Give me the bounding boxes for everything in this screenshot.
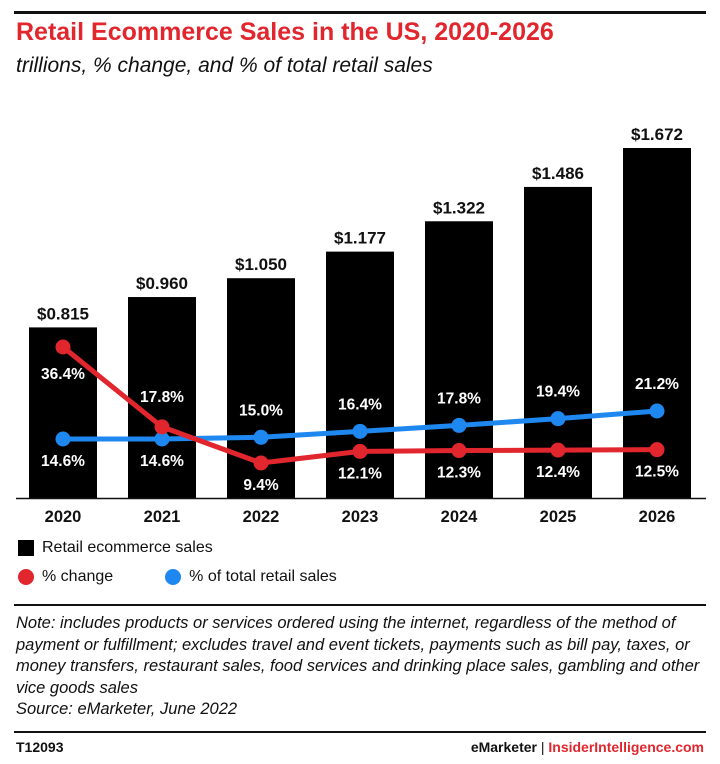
- change-point-2024: [451, 443, 467, 459]
- share-label-2021: 14.6%: [140, 453, 184, 470]
- bar-2020: [29, 327, 97, 498]
- share-label-2022: 15.0%: [239, 402, 283, 419]
- legend-label-share: % of total retail sales: [189, 568, 337, 585]
- x-tick-2022: 2022: [243, 508, 280, 526]
- legend-label-change: % change: [42, 568, 114, 585]
- x-tick-2025: 2025: [540, 508, 577, 526]
- legend-row-2: % change % of total retail sales: [18, 568, 389, 586]
- change-point-2025: [550, 442, 566, 458]
- change-point-2022: [253, 455, 269, 471]
- change-label-2026: 12.5%: [635, 464, 679, 481]
- share-point-2026: [649, 403, 665, 419]
- chart-title: Retail Ecommerce Sales in the US, 2020-2…: [16, 18, 554, 46]
- footer-divider: [14, 731, 706, 733]
- note-text: Note: includes products or services orde…: [16, 614, 700, 697]
- bar-label-2026: $1.672: [631, 125, 683, 144]
- change-label-2023: 12.1%: [338, 465, 382, 482]
- legend-swatch-share: [165, 569, 182, 585]
- bar-2023: [326, 251, 394, 498]
- change-label-2021: 17.8%: [140, 389, 184, 406]
- brand-insider-intelligence[interactable]: InsiderIntelligence.com: [548, 739, 704, 755]
- change-label-2025: 12.4%: [536, 464, 580, 481]
- share-label-2026: 21.2%: [635, 376, 679, 393]
- legend-item-change: % change: [18, 568, 113, 586]
- chart-plot: $0.815 $0.960 $1.050 $1.177 $1.322 $1.486 $1.6…: [16, 125, 706, 526]
- footer-brand[interactable]: eMarketer | InsiderIntelligence.com: [471, 739, 704, 755]
- change-point-2021: [154, 419, 170, 435]
- legend-swatch-change: [18, 569, 34, 585]
- chart-subtitle: trillions, % change, and % of total reta…: [16, 54, 433, 77]
- share-label-2025: 19.4%: [536, 384, 580, 401]
- bar-2026: [623, 148, 691, 498]
- legend-row-1: Retail ecommerce sales: [18, 539, 265, 557]
- bar-label-2021: $0.960: [136, 274, 188, 293]
- share-label-2024: 17.8%: [437, 390, 481, 407]
- legend-swatch-bars: [18, 540, 34, 556]
- x-tick-2023: 2023: [342, 508, 379, 526]
- chart-id: T12093: [16, 739, 64, 755]
- legend-label-bars: Retail ecommerce sales: [42, 539, 213, 556]
- bar-label-2024: $1.322: [433, 198, 485, 217]
- top-rule: [14, 11, 706, 14]
- bar-2021: [128, 297, 196, 498]
- change-point-2023: [352, 443, 368, 459]
- change-label-2024: 12.3%: [437, 465, 481, 482]
- change-point-2026: [649, 442, 665, 458]
- divider: [14, 604, 706, 606]
- share-label-2023: 16.4%: [338, 396, 382, 413]
- change-label-2022: 9.4%: [243, 477, 279, 494]
- share-point-2024: [451, 417, 467, 433]
- bar-label-2025: $1.486: [532, 164, 584, 183]
- bar-label-2020: $0.815: [37, 304, 89, 323]
- change-label-2020: 36.4%: [41, 366, 85, 383]
- brand-emarketer[interactable]: eMarketer: [470, 739, 537, 755]
- x-tick-2026: 2026: [639, 508, 676, 526]
- source-text: Source: eMarketer, June 2022: [16, 700, 238, 718]
- share-point-2025: [550, 411, 566, 427]
- share-point-2022: [253, 429, 269, 445]
- bar-label-2022: $1.050: [235, 255, 287, 274]
- change-point-2020: [55, 339, 71, 355]
- bar-label-2023: $1.177: [334, 229, 386, 248]
- x-tick-2021: 2021: [144, 508, 181, 526]
- x-tick-2024: 2024: [441, 508, 479, 526]
- share-label-2020: 14.6%: [41, 453, 85, 470]
- share-point-2021: [154, 431, 170, 447]
- share-point-2023: [352, 423, 368, 439]
- share-point-2020: [55, 431, 71, 447]
- legend-item-share: % of total retail sales: [165, 568, 337, 586]
- legend-item-bars: Retail ecommerce sales: [18, 539, 213, 557]
- x-tick-2020: 2020: [45, 508, 82, 526]
- note-block: Note: includes products or services orde…: [16, 613, 706, 721]
- brand-separator: |: [540, 739, 545, 755]
